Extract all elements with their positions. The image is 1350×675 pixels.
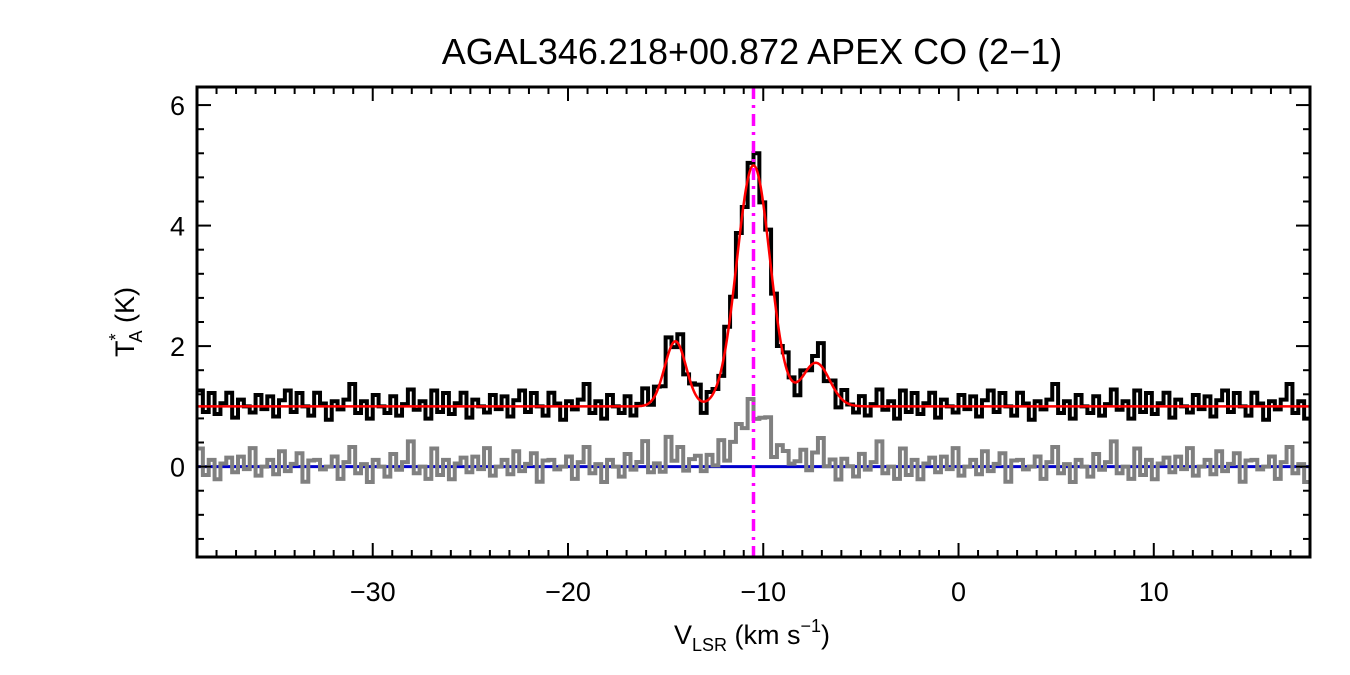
chart-title: AGAL346.218+00.872 APEX CO (2−1) (442, 31, 1062, 72)
x-axis-label-superscript: −1 (801, 616, 822, 636)
residual-series (197, 397, 1310, 484)
y-tick-label: 0 (170, 453, 185, 483)
y-tick-label: 6 (170, 91, 185, 121)
y-axis-label-subscript: A (126, 330, 146, 342)
x-axis-label-subscript: LSR (692, 635, 727, 655)
x-axis-label: VLSR (km s−1) (674, 616, 830, 655)
x-tick-label: 10 (1139, 577, 1169, 607)
y-axis-label-symbol: T (110, 341, 140, 358)
x-tick-label: −20 (545, 577, 591, 607)
y-tick-label: 4 (170, 212, 185, 242)
x-axis-label-symbol: V (674, 620, 692, 650)
y-axis-label-superscript: * (106, 334, 126, 341)
x-tick-label: −10 (740, 577, 786, 607)
gaussian-fit-line (197, 163, 1310, 408)
x-axis-label-units: (km s (727, 620, 801, 650)
y-tick-label: 2 (170, 332, 185, 362)
x-axis-label-close: ) (821, 620, 830, 650)
plot-area: −30 −20 −10 0 10 0 2 4 6 (170, 85, 1312, 607)
x-tick-label: 0 (951, 577, 966, 607)
y-axis-label: T*A (K) (106, 287, 146, 357)
x-tick-label: −30 (350, 577, 396, 607)
y-axis-label-units: (K) (110, 287, 140, 331)
